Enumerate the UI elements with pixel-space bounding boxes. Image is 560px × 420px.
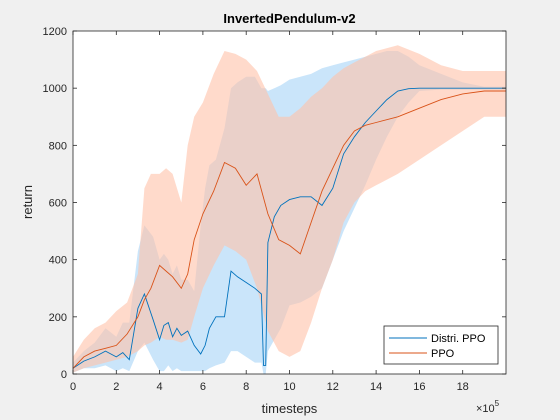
- x-tick-label: 2: [113, 381, 119, 393]
- legend: Distri. PPO PPO: [383, 325, 499, 365]
- x-exponent-label: ×105: [476, 399, 500, 415]
- x-tick-label: 16: [413, 381, 425, 393]
- y-tick-label: 600: [49, 198, 67, 210]
- x-tick-label: 18: [457, 381, 469, 393]
- x-tick-label: 0: [70, 381, 76, 393]
- y-tick-label: 200: [49, 312, 67, 324]
- x-tick-label: 14: [370, 381, 382, 393]
- chart-title: InvertedPendulum-v2: [223, 11, 355, 26]
- x-tick-label: 4: [157, 381, 163, 393]
- x-tick-label: 6: [200, 381, 206, 393]
- y-tick-label: 0: [61, 369, 67, 381]
- y-tick-label: 1200: [43, 26, 67, 38]
- x-tick-label: 8: [243, 381, 249, 393]
- y-tick-label: 800: [49, 140, 67, 152]
- y-tick-label: 400: [49, 255, 67, 267]
- line-ppo: [72, 90, 506, 369]
- y-axis: 0 200 400 600 800 1000 1200: [43, 26, 506, 381]
- line-distri-ppo: [72, 87, 506, 369]
- legend-box: [383, 325, 499, 365]
- x-tick-label: 12: [327, 381, 339, 393]
- x-axis-label: timesteps: [262, 401, 318, 416]
- series-lines: [72, 87, 506, 369]
- legend-label-ppo: PPO: [431, 348, 455, 360]
- legend-label-distri-ppo: Distri. PPO: [431, 333, 486, 345]
- y-tick-label: 1000: [43, 83, 67, 95]
- x-axis: 0 2 4 6 8 10 12 14 16 18: [70, 31, 469, 393]
- x-tick-label: 10: [283, 381, 295, 393]
- y-axis-label: return: [20, 185, 35, 219]
- confidence-bands: [73, 45, 506, 374]
- band-ppo: [73, 45, 506, 373]
